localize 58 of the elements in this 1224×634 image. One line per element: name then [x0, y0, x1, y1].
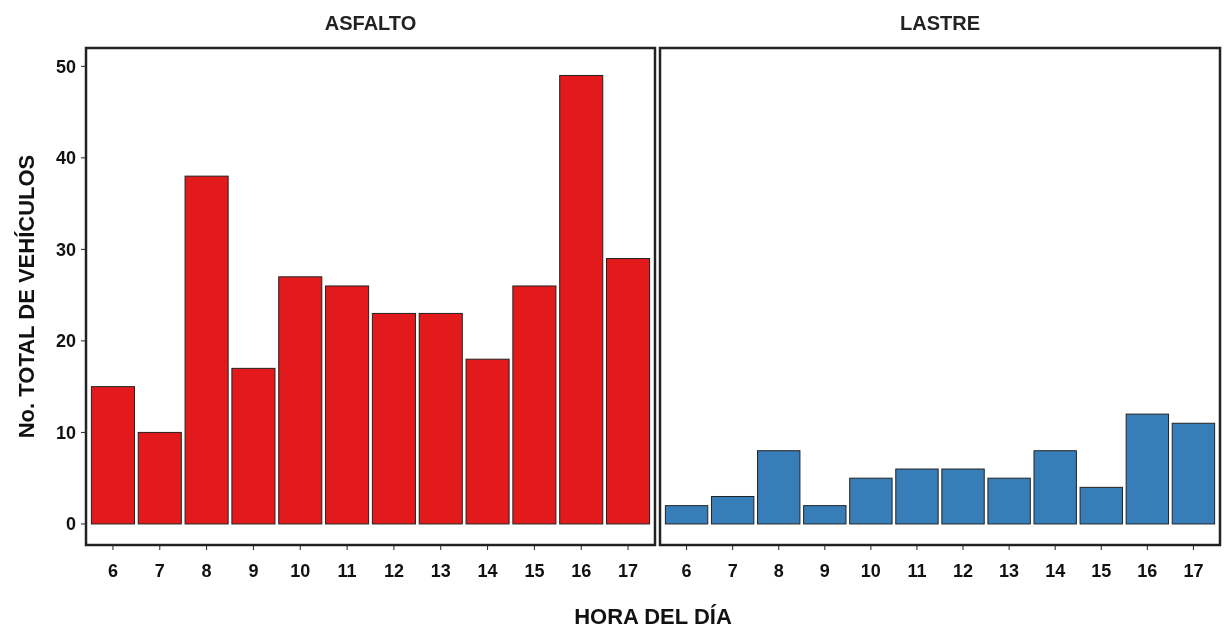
bar	[849, 477, 893, 525]
x-tick-label: 8	[201, 561, 212, 581]
bar	[895, 468, 939, 525]
chart-title: LASTRE	[900, 12, 980, 34]
x-tick-label: 15	[1091, 561, 1112, 581]
bar	[606, 258, 651, 525]
bar	[1079, 486, 1123, 525]
bar	[559, 74, 604, 525]
x-tick-label: 13	[430, 561, 451, 581]
bar	[371, 312, 416, 525]
x-tick-label: 11	[907, 561, 927, 581]
x-tick-label: 7	[154, 561, 165, 581]
y-tick-label: 0	[65, 514, 76, 535]
bar	[1125, 413, 1170, 525]
x-tick-label: 14	[477, 561, 498, 581]
bar	[757, 450, 801, 525]
bar	[1033, 450, 1077, 525]
bar	[418, 312, 463, 525]
bar	[231, 367, 276, 525]
bar	[1171, 422, 1216, 525]
bar	[512, 285, 557, 525]
x-tick-label: 14	[1045, 561, 1066, 581]
x-tick-label: 13	[999, 561, 1020, 581]
bar	[941, 468, 985, 525]
bar	[987, 477, 1031, 525]
x-tick-label: 6	[681, 561, 692, 581]
x-tick-label: 17	[618, 561, 639, 581]
bar	[803, 505, 847, 525]
x-tick-label: 9	[819, 561, 830, 581]
bar	[325, 285, 370, 525]
x-tick-label: 12	[383, 561, 404, 581]
x-tick-label: 16	[1137, 561, 1158, 581]
x-tick-label: 10	[290, 561, 311, 581]
bar	[184, 175, 229, 525]
bar	[137, 431, 182, 525]
x-tick-label: 11	[337, 561, 357, 581]
bar	[90, 386, 135, 525]
y-tick-label: 20	[55, 331, 76, 352]
bar	[278, 276, 323, 525]
x-tick-label: 10	[860, 561, 881, 581]
y-tick-label: 40	[55, 148, 76, 169]
x-tick-label: 8	[773, 561, 784, 581]
chart-title: ASFALTO	[324, 12, 417, 34]
x-tick-label: 9	[248, 561, 259, 581]
x-axis-title: HORA DEL DÍA	[574, 604, 732, 629]
x-tick-label: 16	[571, 561, 592, 581]
bar	[710, 495, 755, 525]
bar	[465, 358, 510, 525]
y-axis-title: No. TOTAL DE VEHÍCULOS	[14, 154, 39, 439]
y-tick-label: 30	[55, 239, 76, 260]
x-tick-label: 17	[1183, 561, 1204, 581]
x-tick-label: 6	[107, 561, 118, 581]
x-tick-label: 15	[524, 561, 545, 581]
bar	[664, 505, 709, 525]
x-tick-label: 12	[953, 561, 974, 581]
y-tick-label: 10	[55, 422, 76, 443]
x-tick-label: 7	[727, 561, 738, 581]
y-tick-label: 50	[55, 56, 76, 77]
